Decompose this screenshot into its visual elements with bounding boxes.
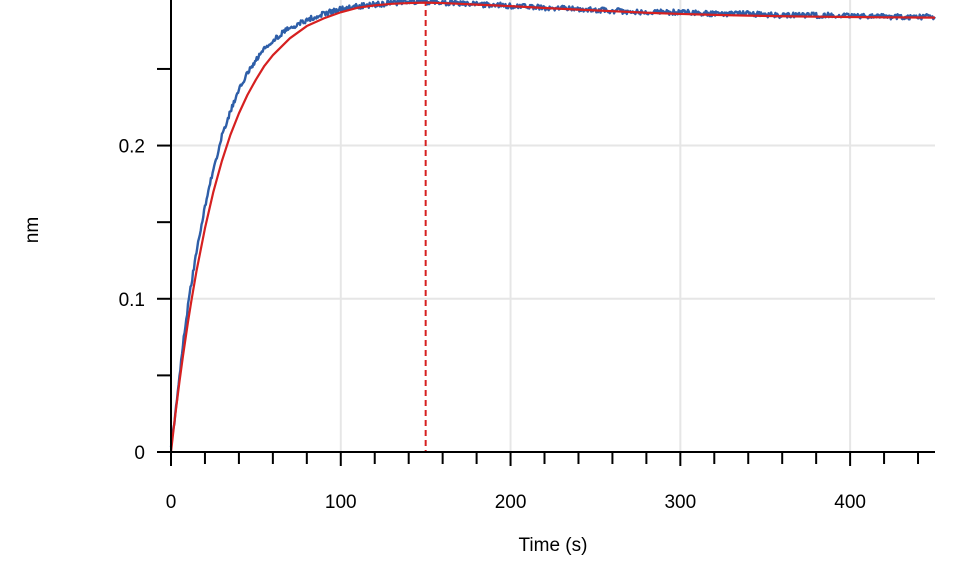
x-tick-label-0: 0	[166, 492, 177, 513]
measured-series-line	[169, 0, 936, 448]
data-series	[169, 0, 936, 453]
tick-labels: 0 100 200 300 400 0 0.1 0.2	[119, 137, 866, 513]
fit-series-line	[169, 1, 936, 453]
y-tick-label-0.2: 0.2	[119, 137, 145, 158]
x-tick-label-400: 400	[834, 492, 866, 513]
axes	[157, 0, 935, 466]
x-tick-label-300: 300	[664, 492, 696, 513]
vertical-markers	[170, 0, 427, 452]
x-axis-title: Time (s)	[519, 535, 588, 556]
y-axis-title: nm	[22, 217, 43, 243]
x-tick-label-200: 200	[495, 492, 527, 513]
y-tick-label-0.1: 0.1	[119, 290, 145, 311]
x-tick-label-100: 100	[325, 492, 357, 513]
y-tick-label-0: 0	[134, 443, 145, 464]
grid-lines	[171, 0, 935, 452]
